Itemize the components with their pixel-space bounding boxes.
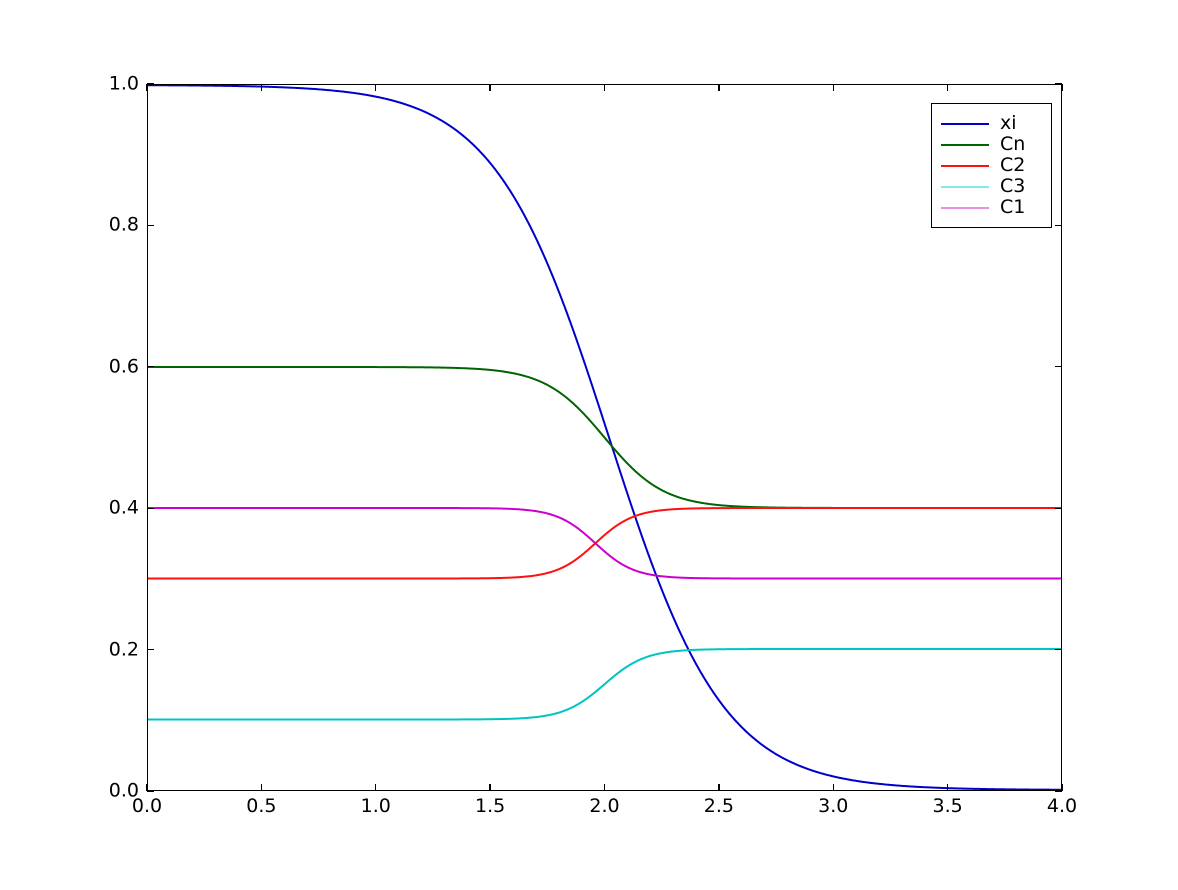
- x-tick-label: 2.0: [589, 795, 620, 817]
- legend-item-Cn: Cn: [941, 134, 1041, 155]
- x-tick-mark: [260, 784, 263, 791]
- legend-swatch-C3: [941, 185, 989, 188]
- y-tick-label: 0.0: [109, 781, 169, 801]
- y-tick-label: 0.2: [109, 640, 169, 659]
- legend-label: C3: [1000, 175, 1026, 197]
- x-tick-mark-top: [1061, 84, 1063, 91]
- x-tick-label: 0.0: [131, 795, 163, 817]
- x-tick-mark-top: [946, 84, 949, 91]
- x-tick-mark: [146, 784, 148, 791]
- chart-legend: xi Cn C2 C3 C1: [931, 103, 1052, 228]
- x-tick-mark: [375, 784, 377, 791]
- y-tick-mark: [147, 790, 154, 792]
- x-tick-label: 4.0: [1046, 795, 1078, 817]
- x-tick-mark-top: [489, 84, 491, 91]
- x-tick-mark-top: [718, 84, 720, 91]
- series-line-C2: [148, 508, 1061, 579]
- legend-swatch-C1: [941, 206, 989, 209]
- y-tick-label: 0.6: [109, 357, 169, 376]
- y-tick-label: 0.8: [109, 215, 169, 235]
- series-line-Cn: [148, 367, 1061, 508]
- y-tick-mark-right: [1055, 224, 1062, 227]
- y-tick-mark-right: [1055, 366, 1062, 368]
- x-tick-label: 3.5: [932, 795, 963, 817]
- x-tick-mark: [718, 784, 720, 791]
- x-tick-label: 1.5: [475, 795, 506, 817]
- plot-lines-svg: [148, 85, 1061, 790]
- y-tick-label-text: 0.6: [108, 355, 139, 378]
- x-tick-mark: [603, 784, 606, 791]
- x-tick-mark: [946, 784, 949, 791]
- y-tick-label-text: 0.4: [108, 496, 139, 519]
- x-tick-label: 0.5: [246, 795, 277, 817]
- plot-axes: [147, 84, 1062, 791]
- y-tick-label-text: 0.8: [108, 213, 139, 236]
- y-tick-mark: [147, 507, 154, 509]
- series-line-C3: [148, 649, 1061, 720]
- x-tick-mark-top: [832, 84, 834, 91]
- legend-swatch-xi: [941, 122, 989, 125]
- x-tick-mark-top: [375, 84, 377, 91]
- y-tick-label-text: 1.0: [108, 72, 139, 95]
- y-tick-mark-right: [1055, 83, 1062, 85]
- legend-label: xi: [1000, 112, 1017, 134]
- y-tick-mark: [147, 83, 154, 85]
- legend-item-C2: C2: [941, 155, 1041, 176]
- y-tick-label: 0.4: [109, 498, 169, 518]
- legend-item-C3: C3: [941, 176, 1041, 197]
- y-tick-mark: [147, 366, 154, 368]
- legend-label: C1: [1000, 196, 1026, 218]
- x-tick-label: 1.0: [360, 795, 391, 817]
- x-tick-mark-top: [260, 84, 263, 91]
- y-tick-mark-right: [1055, 648, 1062, 651]
- legend-swatch-C2: [941, 164, 989, 167]
- series-line-C1: [148, 508, 1061, 579]
- x-tick-mark: [832, 784, 834, 791]
- x-tick-label: 2.5: [703, 795, 734, 817]
- legend-item-xi: xi: [941, 113, 1041, 134]
- x-tick-mark: [489, 784, 491, 791]
- y-tick-mark: [147, 224, 154, 227]
- x-tick-mark: [1061, 784, 1063, 791]
- x-tick-mark-top: [146, 84, 148, 91]
- y-tick-mark-right: [1055, 790, 1062, 792]
- y-tick-mark-right: [1055, 507, 1062, 509]
- legend-swatch-Cn: [941, 143, 989, 146]
- x-tick-mark-top: [603, 84, 606, 91]
- series-line-xi: [148, 85, 1061, 790]
- y-tick-label-text: 0.0: [108, 779, 139, 802]
- legend-label: Cn: [1000, 133, 1026, 155]
- y-tick-mark: [147, 648, 154, 651]
- x-tick-label: 3.0: [818, 795, 849, 817]
- legend-item-C1: C1: [941, 197, 1041, 218]
- y-tick-label: 1.0: [109, 74, 169, 94]
- y-tick-label-text: 0.2: [108, 638, 139, 661]
- legend-label: C2: [1000, 154, 1026, 176]
